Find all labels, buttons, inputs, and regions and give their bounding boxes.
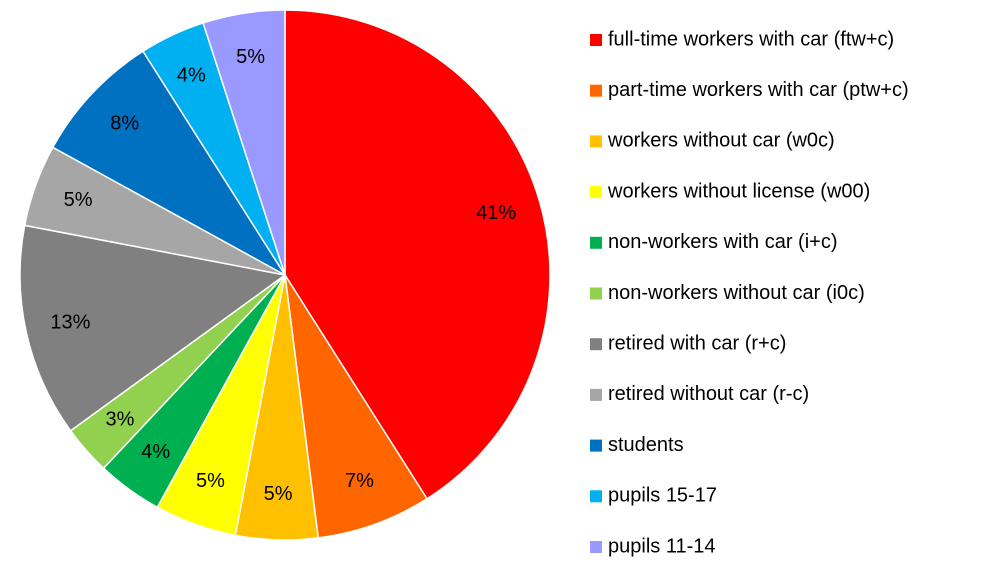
pie-slice (284, 9, 551, 500)
data-label: 5% (264, 483, 293, 505)
legend-label: full-time workers with car (ftw+c) (608, 28, 894, 50)
pie-slice (284, 274, 429, 539)
data-label: 5% (64, 189, 93, 211)
legend-swatch (590, 34, 602, 46)
legend-swatch (590, 135, 602, 148)
legend-swatch (590, 84, 602, 97)
legend-label: pupils 15-17 (608, 485, 717, 507)
data-label: 7% (345, 470, 374, 492)
legend-label: part-time workers with car (ptw+c) (608, 79, 909, 101)
legend-label: pupils 11-14 (608, 535, 715, 557)
data-label: 5% (196, 470, 225, 492)
legend-label: workers without car (w0c) (607, 130, 835, 152)
pie-slice (19, 224, 287, 432)
legend-swatch (590, 388, 602, 401)
legend-swatch (590, 541, 602, 553)
legend-label: workers without license (w00) (607, 180, 870, 202)
legend-label: retired without car (r-c) (608, 383, 809, 405)
data-label: 4% (177, 64, 206, 86)
legend-label: non-workers without car (i0c) (608, 282, 865, 304)
data-label: 41% (476, 202, 516, 224)
legend-swatch (590, 439, 602, 452)
legend-label: retired with car (r+c) (608, 332, 786, 354)
pie-slice (202, 9, 286, 276)
legend-label: students (608, 434, 684, 456)
data-label: 5% (236, 46, 265, 68)
legend-swatch (590, 338, 602, 351)
data-label: 4% (141, 441, 170, 463)
legend-swatch (590, 186, 602, 199)
data-label: 13% (50, 311, 90, 333)
data-label: 8% (110, 113, 139, 135)
legend-label: non-workers with car (i+c) (608, 231, 838, 253)
data-label: 3% (106, 409, 135, 431)
legend-swatch (590, 490, 602, 503)
legend-swatch (590, 236, 602, 249)
legend-swatch (590, 287, 602, 300)
pie-slice (51, 50, 286, 276)
